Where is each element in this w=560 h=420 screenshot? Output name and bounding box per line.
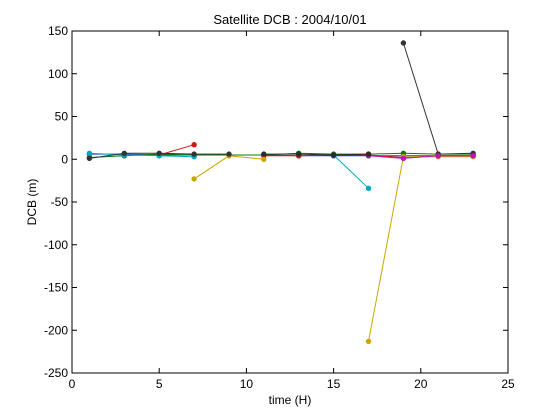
data-point — [400, 40, 407, 46]
data-point — [400, 155, 407, 162]
data-point — [156, 150, 162, 157]
data-point — [191, 151, 197, 157]
series-line — [333, 154, 369, 189]
data-point — [365, 338, 372, 345]
data-point — [226, 151, 232, 157]
series-9 — [86, 150, 232, 162]
x-tick-label: 15 — [327, 377, 341, 391]
x-axis-label: time (H) — [269, 393, 312, 407]
y-tick-label: 0 — [61, 152, 68, 166]
series-line — [263, 153, 369, 156]
data-point — [365, 151, 372, 157]
y-tick-label: -250 — [44, 366, 68, 380]
data-point — [121, 150, 128, 157]
data-point — [86, 155, 93, 162]
data-point — [330, 152, 337, 158]
y-tick-label: 150 — [48, 24, 68, 38]
y-tick-label: -100 — [44, 238, 68, 252]
plot-area — [71, 30, 509, 374]
y-axis-label: DCB (m) — [25, 179, 39, 226]
x-tick-label: 0 — [69, 377, 76, 391]
data-point — [365, 185, 372, 192]
axes: 0 5 10 15 20 25 150 100 50 0 -50 -100 -150 -200 -250 — [44, 24, 515, 391]
data-point — [191, 142, 197, 148]
x-tick-label: 10 — [240, 377, 254, 391]
data-point — [435, 153, 441, 159]
data-point — [296, 151, 302, 157]
data-point — [261, 156, 267, 163]
series-layer — [86, 40, 476, 345]
y-tick-label: 100 — [48, 67, 68, 81]
chart-title: Satellite DCB : 2004/10/01 — [213, 12, 366, 27]
series-11 — [261, 151, 372, 158]
y-tick-label: -50 — [51, 195, 69, 209]
y-tick-label: -200 — [44, 323, 68, 337]
x-tick-label: 20 — [414, 377, 428, 391]
data-point — [261, 151, 267, 157]
y-tick-label: -150 — [44, 281, 68, 295]
x-tick-label: 25 — [501, 377, 515, 391]
y-tick-label: 50 — [55, 110, 69, 124]
series-line — [89, 152, 195, 158]
data-point — [191, 176, 197, 182]
x-tick-label: 5 — [156, 377, 163, 391]
data-point — [470, 153, 476, 159]
series-line — [368, 155, 474, 159]
plot-box — [71, 30, 509, 374]
data-point — [86, 150, 93, 157]
